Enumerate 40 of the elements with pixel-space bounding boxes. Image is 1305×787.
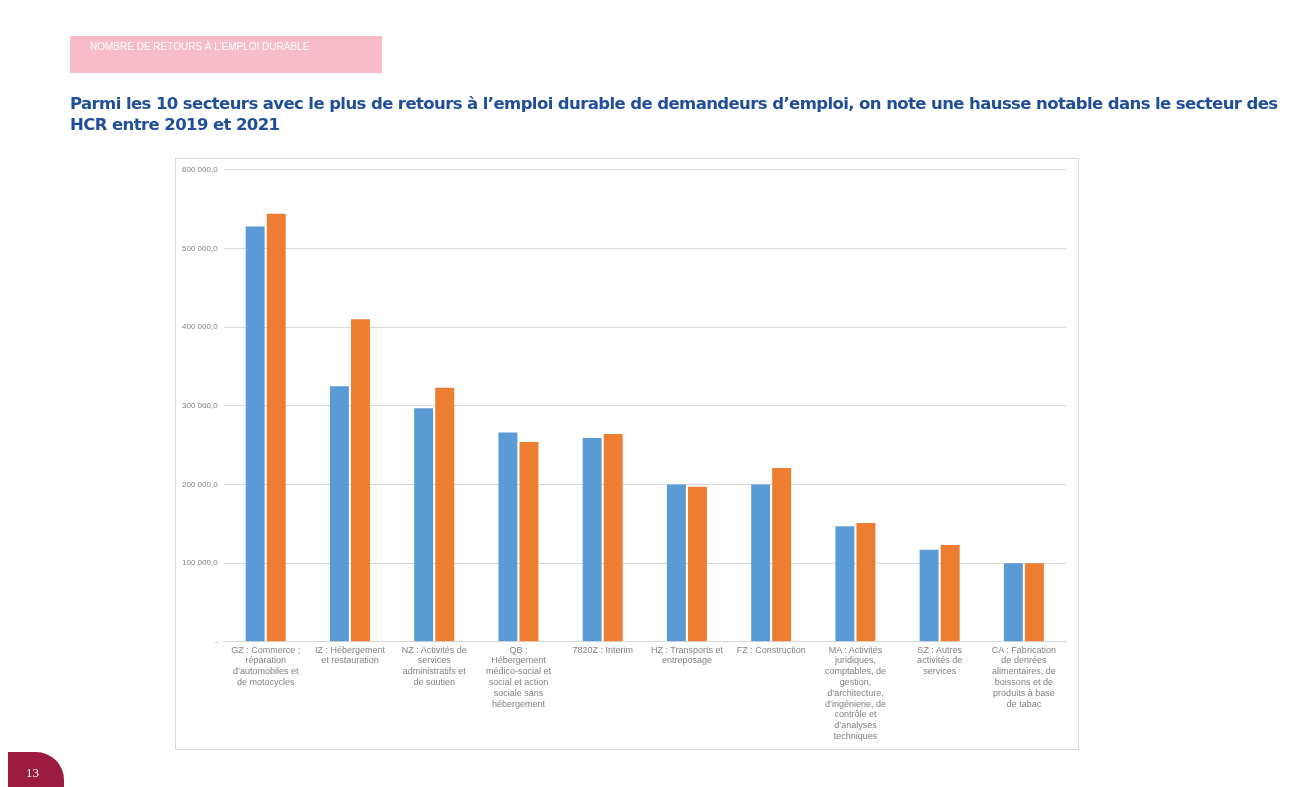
bar	[1024, 563, 1044, 642]
x-tick-label: QB : Hébergement médico-social et social et action sociale sans hébergement	[485, 644, 552, 709]
bar	[414, 408, 434, 642]
y-tick-label: 100 000,0	[182, 558, 219, 568]
bar	[435, 387, 455, 642]
bar	[498, 432, 518, 642]
bar	[751, 484, 771, 642]
bar	[835, 526, 855, 642]
chart-subtitle: NOMBRE DE RETOURS À L’EMPLOI DURABLE	[70, 36, 382, 73]
x-tick-label: CA : Fabrication de denrées alimentaires, de boissons et de produits à base de tabac	[991, 644, 1056, 709]
bar	[1003, 563, 1023, 642]
y-tick-label: 600 000,0	[182, 165, 219, 174]
x-tick-label: IZ : Hébergement et restauration	[314, 644, 386, 666]
bar	[245, 226, 265, 642]
bar	[266, 213, 286, 642]
bar	[582, 438, 602, 642]
bar	[940, 545, 960, 642]
bar	[919, 549, 939, 642]
bar	[687, 486, 707, 642]
x-tick-label: HZ : Transports et entreposage	[650, 644, 724, 666]
x-tick-label: 7820Z : Interim	[572, 644, 633, 655]
bar	[519, 441, 539, 642]
bar	[666, 484, 686, 642]
x-tick-label: FZ : Construction	[736, 644, 806, 655]
bar	[772, 467, 792, 642]
x-tick-label: GZ : Commerce ; réparation d’automobiles et de motocycles	[231, 644, 301, 688]
y-tick-label: -	[214, 637, 218, 646]
x-tick-label: SZ : Autres activités de services	[917, 644, 963, 677]
x-tick-label: NZ : Activités de services administratifs et de soutien	[401, 644, 467, 688]
y-tick-label: 400 000,0	[182, 322, 219, 332]
text: 13	[26, 765, 39, 781]
bar	[329, 386, 349, 642]
category-label: MA : Activités juridiques, comptables, de gestion, d’architecture, d’ingénierie, de contrôle et d’analyses techniques	[824, 644, 886, 742]
bar	[351, 319, 370, 642]
bar	[856, 523, 876, 642]
chart-title: Parmi les 10 secteurs avec le plus de retours à l’emploi durable de demandeurs d’emploi, on note une hausse notable dans le secteur des HCR entre 2019 et 2021	[70, 93, 1279, 135]
y-tick-label: 500 000,0	[182, 243, 219, 253]
y-tick-label: 300 000,0	[182, 401, 219, 410]
y-tick-label: 200 000,0	[182, 479, 219, 489]
bar	[603, 434, 623, 642]
